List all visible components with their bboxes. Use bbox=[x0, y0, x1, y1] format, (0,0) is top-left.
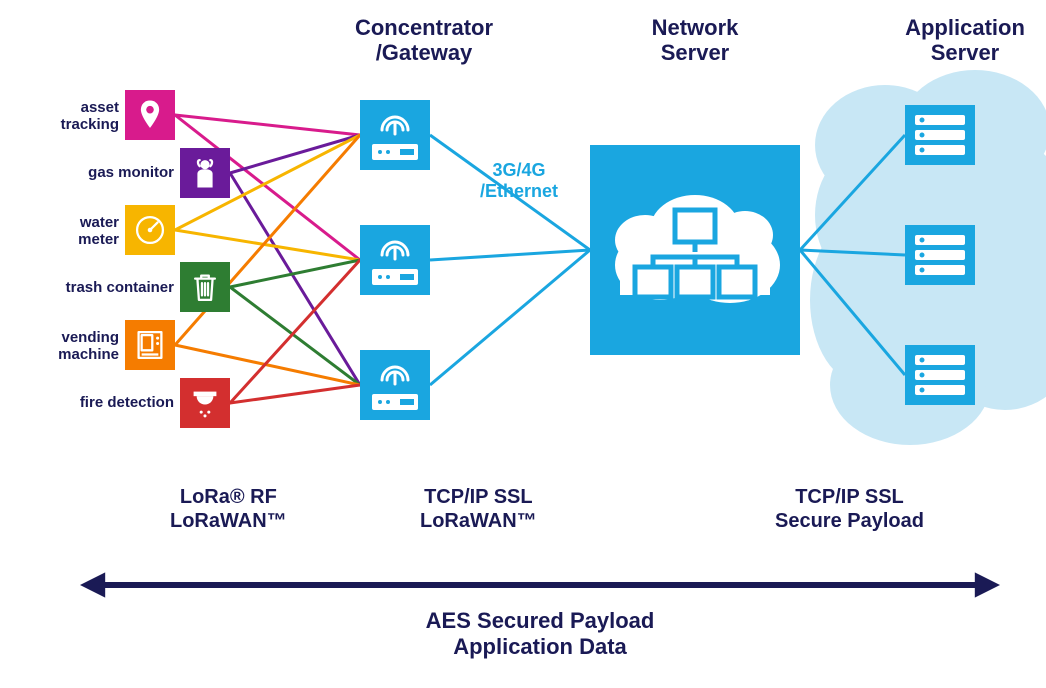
vending-machine-icon bbox=[125, 320, 175, 370]
fire-detection-icon bbox=[180, 378, 230, 428]
hdr-gateway-l1: Concentrator bbox=[355, 15, 493, 40]
hdr-netserver-l2: Server bbox=[661, 40, 730, 65]
fire-detection-label: fire detection bbox=[62, 395, 174, 412]
hdr-appserver-l1: Application bbox=[905, 15, 1025, 40]
water-meter-icon bbox=[125, 205, 175, 255]
gw1 bbox=[360, 100, 430, 170]
hdr-gateway: Concentrator/Gateway bbox=[329, 15, 519, 66]
network-server bbox=[590, 145, 800, 355]
hdr-appserver-l2: Server bbox=[931, 40, 1000, 65]
link-fire-detection-gw3 bbox=[230, 385, 360, 403]
asset-tracking-icon bbox=[125, 90, 175, 140]
app2 bbox=[905, 225, 975, 285]
gw3 bbox=[360, 350, 430, 420]
hdr-appserver: ApplicationServer bbox=[870, 15, 1046, 66]
sub-tcpip2: TCP/IP SSLSecure Payload bbox=[775, 485, 924, 533]
asset-tracking-label: assettracking bbox=[15, 100, 119, 133]
gas-monitor-icon bbox=[180, 148, 230, 198]
aes-arrow-head-right bbox=[975, 572, 1000, 597]
gas-monitor-label: gas monitor bbox=[75, 165, 174, 182]
link-gw2-net bbox=[430, 250, 590, 260]
aes: AES Secured PayloadApplication Data bbox=[370, 608, 710, 661]
link-asset-tracking-gw1 bbox=[175, 115, 360, 135]
trash-icon bbox=[186, 268, 224, 306]
link-gw3-net bbox=[430, 250, 590, 385]
gas-icon bbox=[186, 154, 224, 192]
app3 bbox=[905, 345, 975, 405]
app1 bbox=[905, 105, 975, 165]
hdr-gateway-l2: /Gateway bbox=[376, 40, 473, 65]
trash-container-label: trash container bbox=[47, 280, 174, 297]
aes-arrow-head-left bbox=[80, 572, 105, 597]
trash-container-icon bbox=[180, 262, 230, 312]
gw2 bbox=[360, 225, 430, 295]
meter-icon bbox=[131, 211, 169, 249]
pin-icon bbox=[131, 96, 169, 134]
gw-net-label: 3G/4G/Ethernet bbox=[480, 160, 558, 201]
sub-tcpip1: TCP/IP SSLLoRaWAN™ bbox=[420, 485, 537, 533]
hdr-netserver-l1: Network bbox=[652, 15, 739, 40]
sub-lora: LoRa® RFLoRaWAN™ bbox=[170, 485, 287, 533]
hdr-netserver: NetworkServer bbox=[600, 15, 790, 66]
fire-icon bbox=[186, 384, 224, 422]
vending-icon bbox=[131, 326, 169, 364]
water-meter-label: watermeter bbox=[20, 215, 119, 248]
vending-machine-label: vendingmachine bbox=[10, 330, 119, 363]
link-gas-monitor-gw3 bbox=[230, 173, 360, 385]
